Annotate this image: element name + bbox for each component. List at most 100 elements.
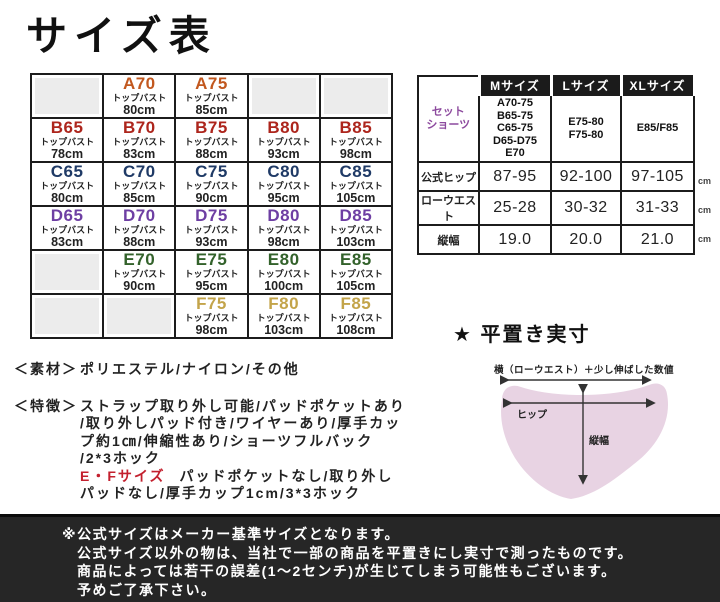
empty-cell bbox=[246, 73, 321, 119]
cup-size-cell: B65 トップバスト 78cm bbox=[29, 117, 105, 163]
cup-size-cell: E75 トップバスト 95cm bbox=[174, 249, 249, 295]
size-column-header: XLサイズ bbox=[619, 75, 696, 96]
cup-size-cell: C85 トップバスト 105cm bbox=[318, 161, 394, 207]
cup-grid-row: B65 トップバスト 78cm B70 トップバスト 83cm B75 トップバスト 88cm B… bbox=[29, 117, 394, 163]
cup-size-cell: D80 トップバスト 98cm bbox=[246, 205, 321, 251]
measurement-value: 20.0 bbox=[550, 224, 622, 255]
cup-size-grid-body: A70 トップバスト 80cm A75 トップバスト 85cm B65 トップバスト 78cm B… bbox=[29, 73, 394, 339]
features-label: ＜特徴＞ bbox=[14, 397, 78, 414]
set-size-header-row: セット ショーツ Mサイズ Lサイズ XLサイズ bbox=[417, 75, 696, 163]
cup-grid-row: A70 トップバスト 80cm A75 トップバスト 85cm bbox=[29, 73, 394, 119]
empty-cell-fill bbox=[35, 254, 100, 290]
size-column-header: Mサイズ bbox=[477, 75, 553, 96]
measurement-label: 公式ヒップ bbox=[417, 161, 480, 192]
cup-size-cell: C70 トップバスト 85cm bbox=[102, 161, 177, 207]
waist-note-label: 横（ローウエスト）＋少し伸ばした数値 bbox=[493, 365, 674, 376]
ef-size-label: E・Fサイズ bbox=[80, 467, 166, 484]
cup-size-cell: C75 トップバスト 90cm bbox=[174, 161, 249, 207]
disclaimer-line: ※公式サイズはメーカー基準サイズとなります。 bbox=[62, 526, 400, 542]
measurement-value: 25-28 bbox=[478, 190, 552, 226]
feature-line: /2*3ホック bbox=[80, 450, 161, 466]
empty-cell bbox=[29, 249, 105, 295]
disclaimer-line: 予めご了承下さい。 bbox=[77, 581, 217, 598]
disclaimer-line: 商品によっては若干の誤差(1～2センチ)が生じてしまう可能性もございます。 bbox=[77, 563, 617, 579]
spec-text-block: ＜素材＞ ポリエステル/ナイロン/その他 ＜特徴＞ ストラップ取り外し可能/パッ… bbox=[14, 361, 450, 503]
cup-size-cell: F75 トップバスト 98cm bbox=[174, 293, 249, 339]
cup-size-cell: C80 トップバスト 95cm bbox=[246, 161, 321, 207]
cup-size-cell: A70 トップバスト 80cm bbox=[102, 73, 177, 119]
cup-grid-row: D65 トップバスト 83cm D70 トップバスト 88cm D75 トップバスト 93cm D… bbox=[29, 205, 394, 251]
empty-cell bbox=[102, 293, 177, 339]
set-shorts-row-label: セット ショーツ bbox=[417, 75, 480, 163]
empty-cell-fill bbox=[35, 298, 100, 334]
measurement-value: 30-32 bbox=[550, 190, 622, 226]
empty-cell-fill bbox=[35, 78, 100, 114]
cup-size-cell: E80 トップバスト 100cm bbox=[246, 249, 321, 295]
page-title: サイズ表 bbox=[26, 13, 217, 59]
shorts-size-value: E85/F85 bbox=[620, 94, 695, 163]
measurement-value: 92-100 bbox=[550, 161, 622, 192]
feature-line: パッドなし/厚手カップ1cm/3*3ホック bbox=[80, 485, 361, 501]
measurement-row: ローウエスト 25-28 30-32 31-33 bbox=[417, 190, 695, 226]
measurement-row: 公式ヒップ 87-95 92-100 97-105 bbox=[417, 161, 695, 192]
empty-cell bbox=[318, 73, 394, 119]
feature-line: ストラップ取り外し可能/パッドポケットあり bbox=[80, 397, 406, 414]
measurement-value: 21.0 bbox=[620, 224, 695, 255]
empty-cell-fill bbox=[323, 78, 388, 114]
feature-line-ef: E・Fサイズ パッドポケットなし/取り外し bbox=[80, 468, 450, 486]
cup-size-cell: D75 トップバスト 93cm bbox=[174, 205, 249, 251]
height-label: 縦幅 bbox=[589, 436, 609, 447]
cup-size-cell: E85 トップバスト 105cm bbox=[318, 249, 394, 295]
shorts-diagram-graphic bbox=[500, 375, 669, 499]
cup-size-cell: F80 トップバスト 103cm bbox=[246, 293, 321, 339]
features-row: ＜特徴＞ ストラップ取り外し可能/パッドポケットあり /取り外しパッド付き/ワイ… bbox=[14, 398, 450, 503]
shorts-size-value: E75-80 F75-80 bbox=[550, 94, 622, 163]
cup-size-cell: E70 トップバスト 90cm bbox=[102, 249, 177, 295]
cup-grid-row: F75 トップバスト 98cm F80 トップバスト 103cm F85 トップバスト 108c… bbox=[29, 293, 394, 339]
measurement-row: 縦幅 19.0 20.0 21.0 bbox=[417, 224, 695, 255]
ef-feature-text: パッドポケットなし/取り外し bbox=[179, 467, 394, 484]
cup-size-cell: B80 トップバスト 93cm bbox=[246, 117, 321, 163]
empty-cell-fill bbox=[107, 298, 172, 334]
unit-cm-waist: cm bbox=[698, 205, 712, 215]
measurement-value: 19.0 bbox=[478, 224, 552, 255]
material-row: ＜素材＞ ポリエステル/ナイロン/その他 bbox=[14, 361, 450, 379]
measurement-label: ローウエスト bbox=[417, 190, 480, 226]
cup-size-cell: B85 トップバスト 98cm bbox=[318, 117, 394, 163]
cup-size-cell: D65 トップバスト 83cm bbox=[29, 205, 105, 251]
feature-line: プ約1㎝/伸縮性あり/ショーツフルバック bbox=[80, 432, 374, 449]
disclaimer-line: 公式サイズ以外の物は、当社で一部の商品を平置きにし実寸で測ったものです。 bbox=[77, 544, 634, 561]
empty-cell bbox=[29, 293, 105, 339]
measurement-value: 87-95 bbox=[478, 161, 552, 192]
empty-cell-fill bbox=[251, 78, 316, 114]
empty-cell bbox=[29, 73, 105, 119]
hip-label: ヒップ bbox=[517, 410, 547, 421]
shorts-shape bbox=[501, 383, 669, 499]
features-lines: ストラップ取り外し可能/パッドポケットあり /取り外しパッド付き/ワイヤーあり/… bbox=[80, 398, 450, 503]
cup-size-cell: D70 トップバスト 88cm bbox=[102, 205, 177, 251]
set-shorts-row: A70-75 B65-75 C65-75 D65-D75 E70 E75-80 F… bbox=[418, 94, 695, 163]
feature-line: /取り外しパッド付き/ワイヤーあり/厚手カッ bbox=[80, 415, 402, 431]
set-size-table: セット ショーツ Mサイズ Lサイズ XLサイズ A70-75 B65-75 C65… bbox=[417, 75, 696, 255]
cup-size-cell: D85 トップバスト 103cm bbox=[318, 205, 394, 251]
cup-size-cell: A75 トップバスト 85cm bbox=[174, 73, 249, 119]
unit-cm-hip: cm bbox=[698, 176, 712, 186]
cup-grid-row: E70 トップバスト 90cm E75 トップバスト 95cm E80 トップバスト 100cm… bbox=[29, 249, 394, 295]
cup-size-grid: A70 トップバスト 80cm A75 トップバスト 85cm B65 トップバスト 78cm B… bbox=[29, 73, 394, 339]
cup-size-cell: B75 トップバスト 88cm bbox=[174, 117, 249, 163]
cup-size-cell: C65 トップバスト 80cm bbox=[29, 161, 105, 207]
cup-size-cell: B70 トップバスト 83cm bbox=[102, 117, 177, 163]
disclaimer-banner: ※公式サイズはメーカー基準サイズとなります。 公式サイズ以外の物は、当社で一部の… bbox=[0, 514, 720, 602]
size-column-header: Lサイズ bbox=[549, 75, 623, 96]
measurement-value: 97-105 bbox=[620, 161, 695, 192]
cup-grid-row: C65 トップバスト 80cm C70 トップバスト 85cm C75 トップバスト 90cm C… bbox=[29, 161, 394, 207]
measurement-label: 縦幅 bbox=[417, 224, 480, 255]
set-size-table-body: セット ショーツ Mサイズ Lサイズ XLサイズ A70-75 B65-75 C65… bbox=[417, 75, 696, 255]
shorts-size-value: A70-75 B65-75 C65-75 D65-D75 E70 bbox=[478, 94, 552, 163]
material-text: ポリエステル/ナイロン/その他 bbox=[80, 361, 300, 377]
cup-size-cell: F85 トップバスト 108cm bbox=[318, 293, 394, 339]
flat-measure-heading: ★ 平置き実寸 bbox=[453, 324, 591, 346]
flat-measure-diagram: 横（ローウエスト）＋少し伸ばした数値 ヒップ 縦幅 bbox=[455, 356, 695, 536]
material-label: ＜素材＞ bbox=[14, 361, 78, 377]
